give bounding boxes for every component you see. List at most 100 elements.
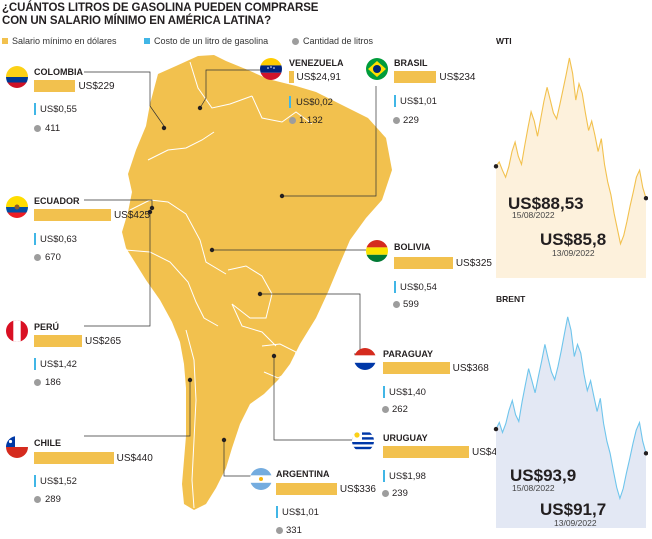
liters-value: 186 <box>45 377 61 388</box>
fuel-tick-icon <box>34 233 36 245</box>
brent-chart <box>493 316 648 528</box>
salary-bar <box>34 335 82 347</box>
fuel-swatch-icon <box>144 38 150 44</box>
fuel-cost: US$1,40 <box>389 387 426 398</box>
legend-liters-label: Cantidad de litros <box>303 36 374 46</box>
brent-line <box>495 316 647 501</box>
brent-start-date: 15/08/2022 <box>512 483 555 493</box>
brazil-flag-icon <box>366 58 388 80</box>
bolivia-flag-icon <box>366 240 388 262</box>
fuel-tick-icon <box>394 281 396 293</box>
salary-bar <box>394 257 453 269</box>
legend-fuel-label: Costo de un litro de gasolina <box>154 36 269 46</box>
brent-panel: BRENT US$93,9 15/08/2022 US$91,7 13/09/2… <box>492 290 648 530</box>
brent-start-value: US$93,9 <box>510 466 577 485</box>
liters-dot-icon <box>393 301 400 308</box>
liters-value: 289 <box>45 494 61 505</box>
fuel-tick-icon <box>383 470 385 482</box>
fuel-tick-icon <box>34 358 36 370</box>
salary-bar <box>276 483 337 495</box>
capital-dots <box>147 105 285 443</box>
uruguay-flag-icon <box>352 430 374 452</box>
salary-bar <box>383 446 469 458</box>
south-america-shape <box>122 55 392 510</box>
fuel-cost: US$1,52 <box>40 476 77 487</box>
salary-swatch-icon <box>2 38 8 44</box>
fuel-cost: US$0,63 <box>40 234 77 245</box>
salary-label: US$229 <box>78 81 115 92</box>
brent-end-point <box>643 451 648 456</box>
legend-salary: Salario mínimo en dólares <box>2 36 117 46</box>
paraguay-flag-icon <box>354 348 376 370</box>
salary-bar <box>34 80 76 92</box>
liters-dot-icon <box>393 117 400 124</box>
liters-dot-icon <box>34 125 41 132</box>
salary-label: US$265 <box>84 336 122 347</box>
peru-flag-icon <box>6 320 28 342</box>
salary-label: US$234 <box>439 72 476 83</box>
liters-value: 229 <box>403 115 419 126</box>
legend-liters: Cantidad de litros <box>292 36 373 46</box>
brent-area <box>496 316 646 528</box>
liters-dot-icon <box>292 37 299 45</box>
liters-dot-icon <box>34 496 41 503</box>
wti-end-point <box>643 196 648 201</box>
fuel-cost: US$1,42 <box>40 359 77 370</box>
fuel-tick-icon <box>34 475 36 487</box>
fuel-tick-icon <box>34 103 36 115</box>
legend-salary-label: Salario mínimo en dólares <box>12 36 117 46</box>
fuel-cost: US$1,01 <box>282 507 319 518</box>
country-name: COLOMBIA <box>34 67 83 77</box>
salary-bar <box>289 71 294 83</box>
brent-end-date: 13/09/2022 <box>554 518 597 528</box>
country-name: PERÚ <box>34 322 60 332</box>
liters-dot-icon <box>276 527 283 534</box>
country-name: ECUADOR <box>34 196 80 206</box>
liters-dot-icon <box>382 406 389 413</box>
liters-value: 670 <box>45 252 61 263</box>
colombia-flag-icon <box>6 66 28 88</box>
wti-area <box>496 58 646 278</box>
fuel-cost: US$0,02 <box>296 97 333 108</box>
salary-label: US$336 <box>339 484 376 495</box>
brent-start-point <box>493 426 499 432</box>
fuel-tick-icon <box>289 96 291 108</box>
legend-fuel: Costo de un litro de gasolina <box>144 36 268 46</box>
country-name: URUGUAY <box>383 433 428 443</box>
fuel-cost: US$1,98 <box>389 471 426 482</box>
wti-chart <box>493 57 648 278</box>
brent-title: BRENT <box>496 294 526 304</box>
liters-value: 262 <box>392 404 408 415</box>
liters-dot-icon <box>34 379 41 386</box>
south-america-map <box>84 55 392 510</box>
chile-flag-icon <box>6 436 28 458</box>
fuel-tick-icon <box>394 95 396 107</box>
liters-dot-icon <box>289 117 296 124</box>
liters-value: 411 <box>45 123 61 134</box>
wti-start-point <box>493 164 499 169</box>
salary-label: US$440 <box>116 453 153 464</box>
country-name: VENEZUELA <box>289 58 344 68</box>
fuel-tick-icon <box>383 386 385 398</box>
salary-label: US$425 <box>113 210 151 221</box>
wti-panel: WTI US$88,53 15/08/2022 US$85,8 13/09/20… <box>492 30 648 280</box>
liters-value: 1.132 <box>299 115 323 126</box>
salary-label: US$475 <box>472 447 509 458</box>
fuel-tick-icon <box>276 506 278 518</box>
country-name: PARAGUAY <box>383 349 434 359</box>
fuel-cost: US$1,01 <box>400 96 437 107</box>
liters-dot-icon <box>34 254 41 261</box>
salary-label: US$24,91 <box>296 72 341 83</box>
argentina-flag-icon <box>250 468 272 490</box>
wti-start-date: 15/08/2022 <box>512 210 555 220</box>
wti-line <box>495 57 647 246</box>
country-name: ARGENTINA <box>276 469 330 479</box>
wti-end-value: US$85,8 <box>540 230 607 249</box>
salary-label: US$368 <box>452 363 489 374</box>
liters-value: 239 <box>392 488 408 499</box>
salary-bar <box>383 362 450 374</box>
ecuador-flag-icon <box>6 196 28 218</box>
liters-value: 331 <box>286 525 302 536</box>
salary-bar <box>34 209 111 221</box>
page-title: ¿CUÁNTOS LITROS DE GASOLINA PUEDEN COMPR… <box>2 2 319 27</box>
